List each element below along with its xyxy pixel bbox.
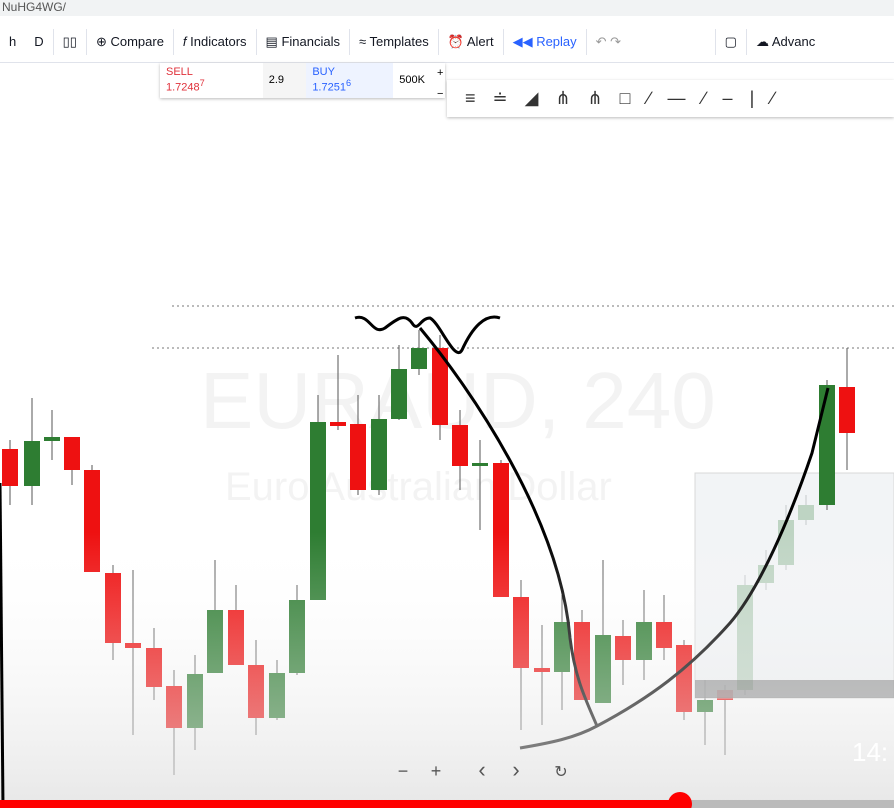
candle-body (166, 686, 182, 728)
financials-label: Financials (281, 34, 340, 49)
candle-body (595, 635, 611, 703)
candle-body (105, 573, 121, 643)
spread: 2.9 (262, 63, 307, 98)
indicators[interactable]: f Indicators (174, 29, 257, 55)
tool[interactable]: ⋔ (587, 88, 603, 108)
tool[interactable]: ≡ (465, 88, 476, 108)
replay[interactable]: ◀◀ Replay (504, 29, 587, 55)
candle-body (615, 636, 631, 660)
interval[interactable]: D (25, 29, 54, 55)
tool[interactable]: ◢ (524, 88, 539, 108)
candle-body (146, 648, 162, 687)
interval-prefix[interactable]: h (9, 34, 17, 49)
webcam-overlay (694, 472, 894, 699)
financials[interactable]: ▤ Financials (257, 29, 350, 55)
tool[interactable]: – (722, 88, 733, 108)
tool[interactable]: ≐ (492, 88, 508, 108)
tool[interactable]: ∕ (702, 88, 706, 108)
chart-area: EURAUD, 240 Euro Australian Dollar − + ‹… (0, 118, 894, 808)
advanced[interactable]: ☁ Advanc (755, 34, 816, 49)
video-progress (0, 800, 680, 808)
tool[interactable]: ⋔ (555, 88, 571, 108)
hand-drawing (0, 482, 5, 808)
candle-body (534, 668, 550, 672)
candle-body (819, 385, 835, 505)
candle-body (391, 369, 407, 419)
candle-body (330, 422, 346, 426)
candle-body (125, 643, 141, 648)
candle-body (371, 419, 387, 490)
candle-body (656, 622, 672, 648)
compare-label: Compare (110, 34, 164, 49)
candle-body (228, 610, 244, 665)
candle-body (24, 441, 40, 486)
candle-body (2, 449, 18, 486)
indicators-label: Indicators (190, 34, 247, 49)
candle-body (207, 610, 223, 673)
undo-redo[interactable]: ↶ ↷ (587, 29, 716, 55)
sell-price-sup: 7 (199, 78, 205, 88)
templates-label: Templates (369, 34, 429, 49)
address-bar: NuHG4WG/ (0, 0, 894, 16)
candle-body (513, 597, 529, 668)
video-scrubber[interactable] (668, 792, 692, 808)
quantity[interactable]: 500K (399, 74, 425, 86)
candle-body (493, 463, 509, 597)
top-toolbar: h D ▯▯ ⊕ Compare f Indicators ▤ Financia… (0, 22, 894, 63)
tool[interactable]: ∕ (647, 88, 651, 108)
candle-body (452, 425, 468, 466)
alert-label: Alert (466, 34, 494, 49)
qty-minus[interactable]: − (436, 88, 444, 100)
candle-body (697, 700, 713, 712)
candle-body (187, 674, 203, 728)
scroll-back[interactable]: ‹ (478, 757, 485, 782)
candle-body (64, 437, 80, 470)
video-shade (0, 118, 894, 808)
candle-body (310, 422, 326, 600)
candle-body (839, 387, 855, 433)
candle-body (676, 645, 692, 712)
overlay-taskbar (695, 680, 894, 698)
candle-body (411, 348, 427, 369)
alert[interactable]: ⏰ Alert (439, 29, 504, 55)
candle-body (289, 600, 305, 673)
advanced-label: Advanc (771, 34, 816, 49)
candle-body (636, 622, 652, 660)
buy-label: BUY (312, 66, 335, 78)
candle-body (44, 437, 60, 441)
sell-label: SELL (166, 66, 193, 78)
tool[interactable]: | (749, 88, 755, 108)
compare[interactable]: ⊕ Compare (87, 29, 174, 55)
candle-body (269, 673, 285, 718)
candle-body (248, 665, 264, 718)
candle-body (350, 424, 366, 490)
url: NuHG4WG/ (2, 0, 67, 14)
reset[interactable]: ↻ (554, 764, 567, 781)
tool[interactable]: — (667, 88, 686, 108)
qty-plus[interactable]: + (436, 67, 444, 79)
sell-price: 1.7248 (166, 81, 200, 94)
video-timestamp: 14: (852, 737, 888, 767)
zoom-in[interactable]: + (431, 761, 442, 781)
chart-type[interactable]: ▯▯ (54, 29, 87, 55)
scroll-forward[interactable]: › (512, 757, 519, 782)
candle-body (554, 622, 570, 672)
buy-price: 1.7251 (312, 81, 346, 94)
sell-button[interactable]: SELL 1.72487 (160, 63, 263, 98)
drawing-toolbar: ≡ ≐ ◢ ⋔ ⋔ □ ∕ — ∕ – | ∕ (447, 80, 894, 117)
buy-button[interactable]: BUY 1.72516 (306, 63, 394, 98)
candle-body (84, 470, 100, 572)
tool[interactable]: ∕ (771, 88, 775, 108)
candle-body (472, 463, 488, 466)
zoom-out[interactable]: − (398, 761, 409, 781)
tool[interactable]: □ (619, 88, 631, 108)
replay-label: Replay (536, 34, 577, 49)
trade-widget: SELL 1.72487 2.9 BUY 1.72516 500K + − (160, 63, 445, 100)
templates[interactable]: ≈ Templates (350, 29, 439, 55)
layout[interactable]: ▢ (716, 29, 747, 55)
buy-price-sup: 6 (345, 78, 352, 88)
watermark-description: Euro Australian Dollar (225, 465, 612, 509)
